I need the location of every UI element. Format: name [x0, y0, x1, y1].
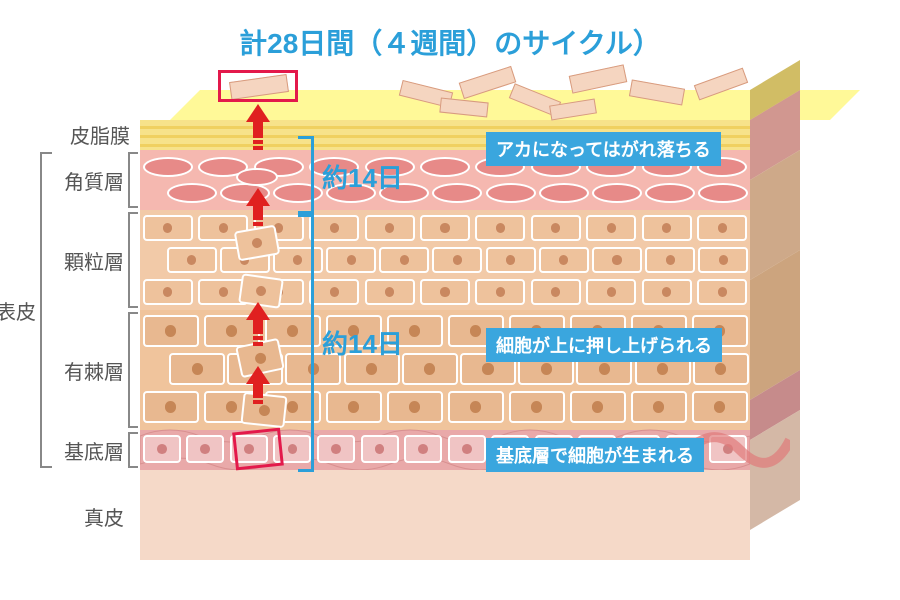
label-dermis: 真皮 — [52, 502, 124, 531]
skin-cell — [592, 183, 642, 203]
skin-cell — [361, 435, 399, 463]
skin-cell — [432, 247, 482, 273]
skin-cell — [642, 279, 692, 305]
label-sebum: 皮脂膜 — [58, 120, 130, 149]
skin-cell — [317, 435, 355, 463]
skin-cell — [143, 391, 199, 423]
bracket-basal — [128, 432, 138, 468]
arrow-up — [248, 366, 268, 406]
skin-cell — [486, 183, 536, 203]
skin-cell — [697, 279, 747, 305]
skin-cell — [167, 247, 217, 273]
skin-cell — [586, 215, 636, 241]
skin-cell — [309, 279, 359, 305]
skin-cell — [326, 247, 376, 273]
label-upper14: 約14日 — [322, 158, 403, 195]
label-spinous: 有棘層 — [52, 356, 124, 385]
granular-row — [140, 278, 750, 306]
spinous-row — [140, 390, 750, 424]
skin-cell — [539, 183, 589, 203]
skin-cell — [448, 435, 486, 463]
skin-cell — [486, 247, 536, 273]
label-basal: 基底層 — [52, 436, 124, 465]
migrating-cell — [236, 168, 278, 186]
annot-top: アカになってはがれ落ちる — [486, 132, 721, 166]
arrow-up — [248, 302, 268, 348]
skin-cell — [387, 391, 443, 423]
granular-row — [140, 214, 750, 242]
skin-cell — [531, 215, 581, 241]
highlight-basal-cell — [232, 428, 284, 471]
annot-middle: 細胞が上に押し上げられる — [486, 328, 722, 362]
skin-cell — [143, 215, 193, 241]
label-corneum: 角質層 — [52, 166, 124, 195]
bracket-epidermis — [40, 152, 52, 468]
skin-cell — [420, 215, 470, 241]
skin-cell — [326, 391, 382, 423]
highlight-top-flake — [218, 70, 298, 102]
skin-cell — [539, 247, 589, 273]
skin-cell — [169, 353, 225, 385]
skin-cell — [509, 391, 565, 423]
skin-cell — [642, 215, 692, 241]
skin-cell — [143, 435, 181, 463]
bracket-spinous — [128, 312, 138, 428]
skin-cell — [402, 353, 458, 385]
granular-row — [140, 246, 750, 274]
skin-cell — [420, 157, 470, 177]
skin-cell — [365, 279, 415, 305]
corneum-row — [140, 182, 750, 204]
skin-cell — [420, 279, 470, 305]
skin-cell — [645, 183, 695, 203]
bracket-granular — [128, 212, 138, 308]
skin-diagram: 約14日 約14日 アカになってはがれ落ちる 細胞が上に押し上げられる 基底層で… — [140, 80, 850, 570]
skin-cell — [309, 215, 359, 241]
skin-cell — [186, 435, 224, 463]
label-epidermis: 表皮 — [0, 296, 36, 325]
label-granular: 顆粒層 — [52, 246, 124, 275]
label-lower14: 約14日 — [322, 324, 403, 361]
skin-cell — [143, 279, 193, 305]
skin-cell — [404, 435, 442, 463]
skin-cell — [475, 279, 525, 305]
annot-bottom: 基底層で細胞が生まれる — [486, 438, 704, 472]
skin-cell — [645, 247, 695, 273]
skin-cell — [475, 215, 525, 241]
skin-cell — [432, 183, 482, 203]
skin-cell — [592, 247, 642, 273]
skin-cell — [448, 391, 504, 423]
skin-cell — [570, 391, 626, 423]
arrow-up — [248, 188, 268, 228]
skin-cell — [531, 279, 581, 305]
skin-cell — [365, 215, 415, 241]
skin-cell — [167, 183, 217, 203]
skin-cell — [697, 215, 747, 241]
skin-cell — [698, 183, 748, 203]
skin-cell — [698, 247, 748, 273]
bracket-lower14 — [298, 214, 314, 472]
skin-cell — [586, 279, 636, 305]
bracket-corneum — [128, 152, 138, 208]
skin-cell — [143, 315, 199, 347]
layer-dermis — [140, 470, 800, 560]
arrow-up — [248, 104, 268, 152]
skin-cell — [143, 157, 193, 177]
skin-cell — [379, 247, 429, 273]
bracket-upper14 — [298, 136, 314, 214]
title: 計28日間（４週間）のサイクル） — [0, 22, 900, 62]
